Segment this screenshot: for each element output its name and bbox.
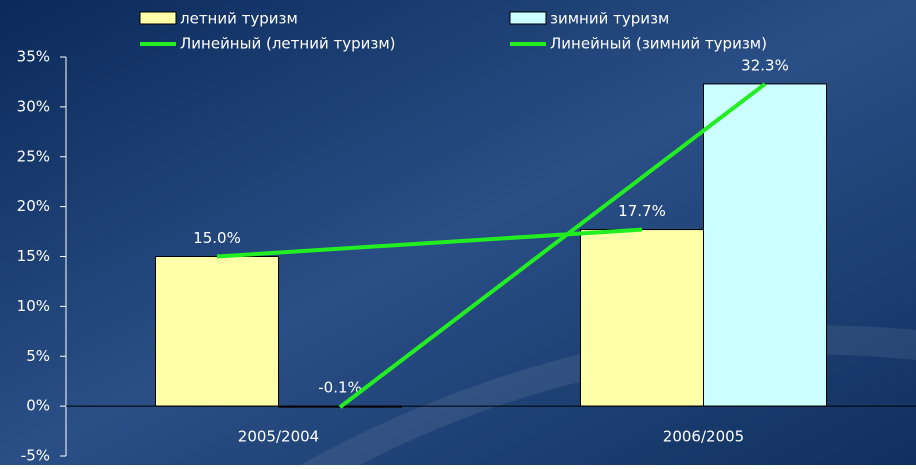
bar — [580, 229, 704, 407]
trendline — [216, 227, 643, 259]
legend-label: зимний туризм — [550, 10, 669, 28]
y-tick-label: 20% — [17, 197, 50, 215]
y-tick-label: 15% — [17, 247, 50, 265]
y-tick-label: 35% — [17, 48, 50, 66]
bar — [703, 83, 827, 407]
y-tick-label: 10% — [17, 297, 50, 315]
y-tick-label: -5% — [21, 447, 50, 465]
x-tick-label: 2006/2005 — [663, 428, 744, 446]
data-label: -0.1% — [318, 379, 362, 397]
legend-swatch — [139, 11, 177, 25]
legend-label: Линейный (летний туризм) — [180, 35, 396, 53]
y-tick-label: 25% — [17, 147, 50, 165]
y-tick-label: 0% — [26, 397, 50, 415]
legend-label: Линейный (зимний туризм) — [550, 35, 767, 53]
data-label: 15.0% — [193, 229, 241, 247]
trendline — [338, 82, 767, 409]
legend-label: летний туризм — [180, 10, 298, 28]
x-tick-label: 2005/2004 — [238, 428, 319, 446]
data-label: 17.7% — [618, 202, 666, 220]
bar — [155, 256, 279, 407]
y-tick-label: 5% — [26, 347, 50, 365]
legend-swatch — [509, 11, 547, 25]
y-tick-label: 30% — [17, 97, 50, 115]
data-label: 32.3% — [741, 56, 789, 74]
